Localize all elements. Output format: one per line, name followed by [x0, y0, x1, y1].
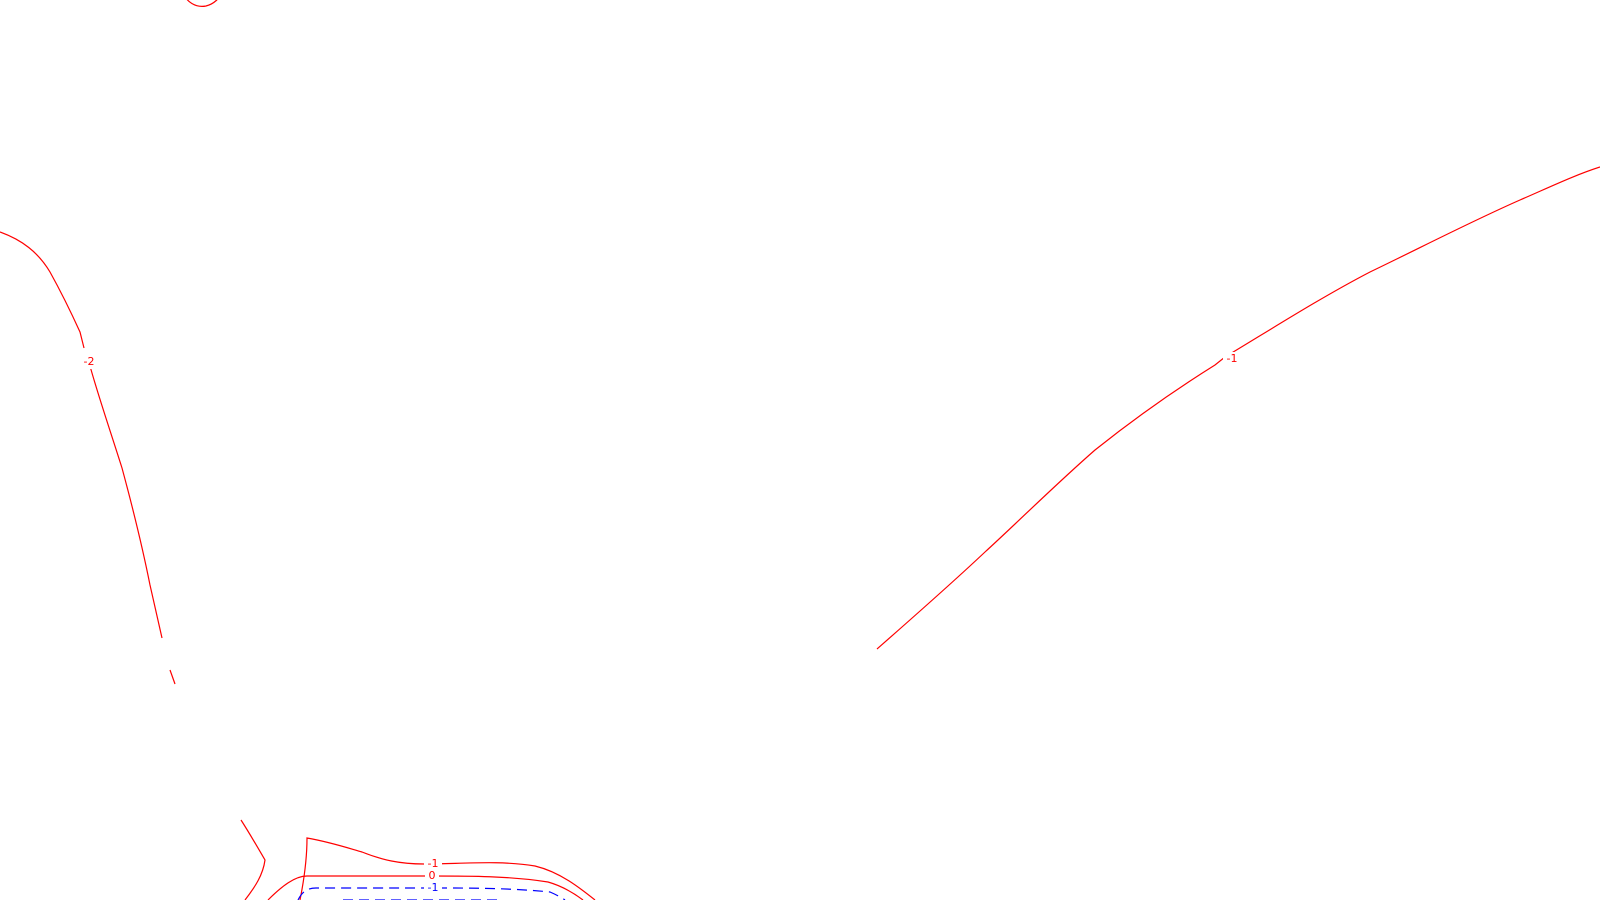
contour-line-left-ridge-fragment: [169, 669, 176, 685]
contour-line-right-slope: [876, 166, 1600, 650]
contour-label-bottom-inner: -1: [424, 881, 442, 895]
contour-label-text: 0: [429, 869, 436, 882]
contour-label-text: -1: [428, 881, 439, 894]
contour-label-left-ridge: -2: [80, 355, 98, 369]
contour-line-bottom-outer: [240, 819, 596, 900]
contour-label-bottom-outer: -1: [424, 857, 442, 871]
contour-label-text: -1: [1227, 352, 1238, 365]
contour-line-top-loop: [186, 0, 218, 7]
contour-line-left-ridge: [0, 231, 163, 639]
contour-label-text: -2: [84, 355, 95, 368]
contour-label-bottom-middle: 0: [425, 869, 439, 883]
contour-label-text: -1: [428, 857, 439, 870]
contour-label-right-slope: -1: [1223, 352, 1241, 366]
